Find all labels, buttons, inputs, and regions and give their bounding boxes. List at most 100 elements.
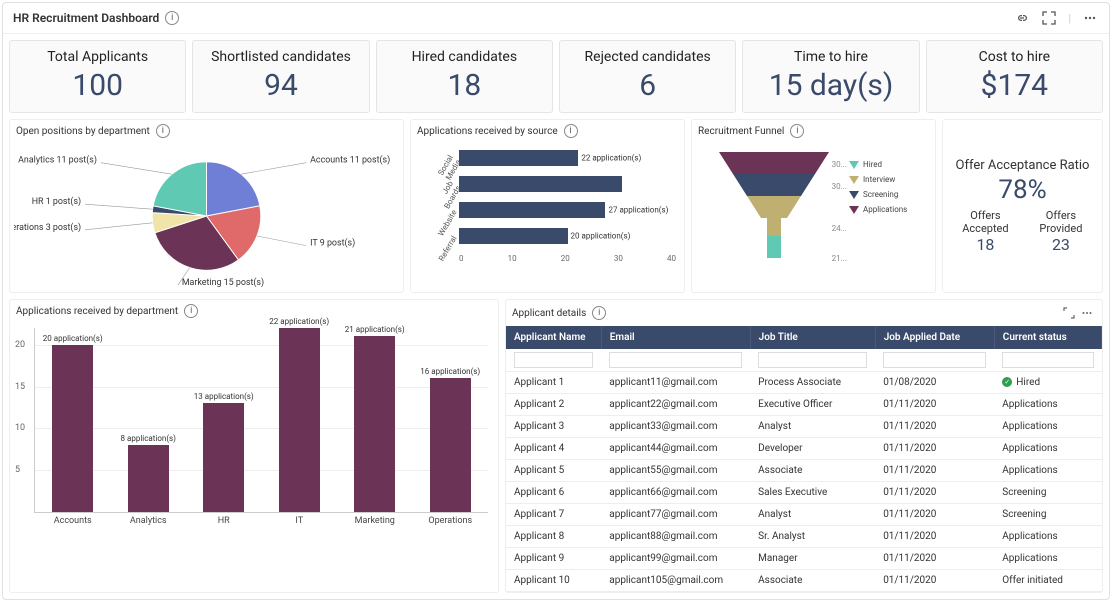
kpi-card: Total Applicants100 (9, 40, 186, 113)
table-row[interactable]: Applicant 2applicant22@gmail.comExecutiv… (506, 394, 1102, 416)
table-filter-input[interactable] (1002, 352, 1093, 368)
hbar-xtick: 0 (459, 254, 464, 263)
vbar-ytick: 20 (15, 340, 25, 350)
kpi-card: Rejected candidates6 (559, 40, 736, 113)
funnel-legend-label: Applications (863, 205, 907, 214)
table-cell: 01/11/2020 (875, 460, 994, 482)
hbar-xtick: 20 (561, 254, 570, 263)
hbar-bar (459, 202, 605, 218)
table-row[interactable]: Applicant 10applicant105@gmail.comAssoci… (506, 570, 1102, 592)
table-cell: 01/11/2020 (875, 548, 994, 570)
table-cell: Applicant 1 (506, 372, 601, 394)
check-icon: ✓ (1002, 377, 1012, 387)
kpi-label: Hired candidates (383, 49, 546, 65)
vbar-value-label: 16 application(s) (420, 367, 480, 376)
table-row[interactable]: Applicant 8applicant88@gmail.comSr. Anal… (506, 526, 1102, 548)
vbar-value-label: 20 application(s) (43, 334, 103, 343)
applicant-table: Applicant NameEmailJob TitleJob Applied … (506, 326, 1102, 592)
info-icon[interactable]: i (165, 11, 179, 25)
hbar-panel: Applications received by source i Social… (410, 119, 685, 293)
more-icon[interactable] (1081, 9, 1099, 27)
table-cell: applicant77@gmail.com (601, 504, 750, 526)
kpi-value: 15 day(s) (749, 69, 912, 102)
hbar-value-label: 20 application(s) (571, 232, 631, 241)
header-actions: | (1012, 9, 1099, 27)
info-icon[interactable]: i (592, 306, 606, 320)
table-cell: Offer initiated (994, 570, 1101, 592)
table-row[interactable]: Applicant 7applicant77@gmail.comAnalyst0… (506, 504, 1102, 526)
table-header-cell[interactable]: Job Applied Date (875, 326, 994, 349)
offer-accepted-value: 18 (953, 235, 1018, 254)
hbar-xtick: 10 (508, 254, 517, 263)
funnel-panel: Recruitment Funnel i 30...30...24...21..… (691, 119, 936, 293)
hbar-xtick: 40 (667, 254, 676, 263)
funnel-chart: 30...30...24...21... HiredInterviewScree… (692, 142, 935, 292)
hbar-value-label: 27 application(s) (608, 206, 668, 215)
table-header-cell[interactable]: Email (601, 326, 750, 349)
vbar-chart: 510152020 application(s)Accounts8 applic… (10, 322, 498, 557)
hbar-row: Referral20 application(s) (419, 226, 676, 246)
table-cell: Analyst (750, 504, 875, 526)
table-cell: Applications (994, 548, 1101, 570)
info-icon[interactable]: i (184, 304, 198, 318)
offer-title: Offer Acceptance Ratio (956, 158, 1090, 173)
table-cell: Executive Officer (750, 394, 875, 416)
funnel-legend-item: Applications (849, 205, 929, 214)
table-cell: Analyst (750, 416, 875, 438)
table-cell: Applications (994, 394, 1101, 416)
pie-slice-label: HR 1 post(s) (32, 196, 81, 207)
offer-panel: Offer Acceptance Ratio 78% Offers Accept… (942, 119, 1103, 293)
table-cell: 01/11/2020 (875, 394, 994, 416)
expand-icon[interactable] (1040, 9, 1058, 27)
table-row[interactable]: Applicant 6applicant66@gmail.comSales Ex… (506, 482, 1102, 504)
table-row[interactable]: Applicant 4applicant44@gmail.comDevelope… (506, 438, 1102, 460)
hbar-row: Job Boards (419, 174, 676, 194)
table-row[interactable]: Applicant 5applicant55@gmail.comAssociat… (506, 460, 1102, 482)
vbar-ytick: 15 (15, 382, 25, 392)
vbar-category: IT (295, 516, 303, 526)
table-expand-icon[interactable] (1060, 304, 1078, 322)
table-filter-input[interactable] (609, 352, 742, 368)
vbar-value-label: 22 application(s) (269, 317, 329, 326)
funnel-value: 21... (832, 254, 847, 263)
table-header-cell[interactable]: Job Title (750, 326, 875, 349)
table-cell: Applicant 8 (506, 526, 601, 548)
funnel-value: 30... (832, 182, 847, 191)
hbar-value-label: 22 application(s) (581, 154, 641, 163)
table-title: Applicant details (512, 308, 586, 319)
link-icon[interactable] (1012, 9, 1030, 27)
vbar-bar (52, 345, 93, 512)
table-cell: Applicant 9 (506, 548, 601, 570)
table-row[interactable]: Applicant 1applicant11@gmail.comProcess … (506, 372, 1102, 394)
table-cell: Associate (750, 570, 875, 592)
table-filter-input[interactable] (883, 352, 986, 368)
table-row[interactable]: Applicant 9applicant99@gmail.comManager0… (506, 548, 1102, 570)
table-filter-input[interactable] (514, 352, 593, 368)
info-icon[interactable]: i (790, 124, 804, 138)
info-icon[interactable]: i (156, 124, 170, 138)
table-cell: ✓Hired (994, 372, 1101, 394)
table-cell: applicant99@gmail.com (601, 548, 750, 570)
kpi-value: 100 (16, 69, 179, 102)
table-cell: Applications (994, 460, 1101, 482)
kpi-card: Hired candidates18 (376, 40, 553, 113)
funnel-value: 30... (832, 160, 847, 169)
offer-provided-label: Offers Provided (1030, 209, 1092, 235)
kpi-value: $174 (933, 69, 1096, 102)
table-cell: 01/11/2020 (875, 416, 994, 438)
table-filter-input[interactable] (758, 352, 867, 368)
table-cell: 01/11/2020 (875, 570, 994, 592)
vbar-value-label: 21 application(s) (345, 325, 405, 334)
offer-provided-value: 23 (1030, 235, 1092, 254)
table-header-cell[interactable]: Applicant Name (506, 326, 601, 349)
kpi-value: 6 (566, 69, 729, 102)
kpi-card: Shortlisted candidates94 (192, 40, 369, 113)
table-header-cell[interactable]: Current status (994, 326, 1101, 349)
more-icon[interactable] (1078, 304, 1096, 322)
table-cell: applicant105@gmail.com (601, 570, 750, 592)
vbar-bar (430, 378, 471, 512)
hbar-bar (459, 228, 568, 244)
pie-panel: Open positions by department i Accounts … (9, 119, 404, 293)
table-row[interactable]: Applicant 3applicant33@gmail.comAnalyst0… (506, 416, 1102, 438)
info-icon[interactable]: i (564, 124, 578, 138)
